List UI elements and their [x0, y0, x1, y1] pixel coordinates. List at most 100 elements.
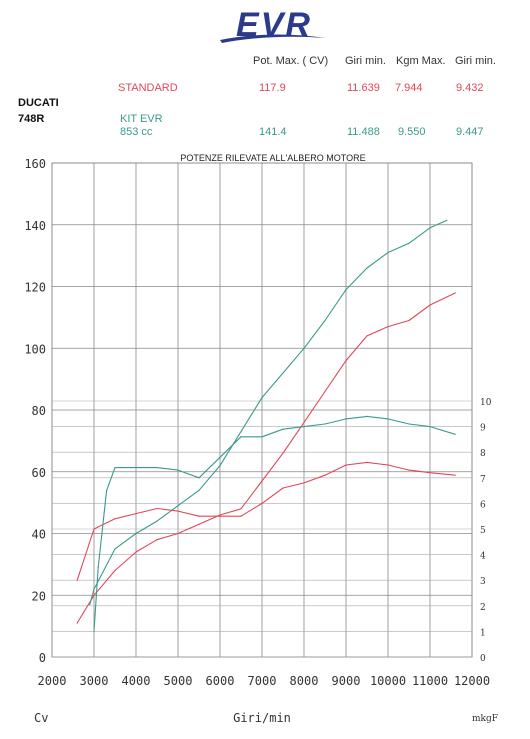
data-point [135, 532, 137, 535]
y-right-tick-label: 6 [480, 500, 486, 510]
data-point [240, 508, 242, 510]
col-label-kgm-max: Kgm Max. [396, 55, 446, 67]
y-left-tick-label: 40 [32, 528, 46, 542]
data-point [156, 520, 158, 522]
data-point [408, 242, 410, 244]
y-left-tick-label: 120 [24, 281, 46, 295]
kit-kgm-max: 9.550 [398, 126, 426, 138]
y-axis-right-label: mkgF [472, 714, 498, 724]
series-line-kit-evr [89, 219, 448, 605]
x-tick-label: 6000 [206, 674, 235, 688]
data-point [156, 507, 158, 510]
y-left-tick-label: 0 [39, 651, 46, 665]
data-point [240, 431, 242, 433]
data-point [282, 428, 284, 430]
y-right-tick-label: 1 [480, 628, 486, 638]
model-make: DUCATI [18, 97, 59, 109]
y-right-tick-label: 3 [480, 577, 486, 587]
data-point [93, 594, 95, 596]
data-point [93, 588, 95, 590]
data-point [135, 467, 137, 469]
data-point [454, 433, 456, 435]
standard-giri-min-1: 11.639 [347, 82, 380, 94]
y-left-tick-label: 100 [24, 342, 46, 356]
data-point [282, 372, 284, 374]
data-point [198, 489, 200, 491]
data-point [429, 304, 431, 306]
data-point [345, 464, 347, 466]
y-right-tick-label: 8 [480, 449, 486, 459]
data-point [93, 630, 95, 633]
data-point [387, 326, 389, 328]
data-point [93, 528, 95, 530]
data-point [177, 505, 179, 507]
data-point [387, 251, 389, 254]
data-point [282, 487, 284, 489]
data-point [135, 513, 137, 515]
data-point [408, 469, 410, 471]
data-point [114, 548, 116, 550]
data-point [303, 482, 305, 484]
data-point [261, 397, 263, 399]
y-right-tick-label: 9 [480, 424, 486, 434]
data-point [324, 423, 326, 425]
standard-giri-min-2: 9.432 [456, 82, 484, 94]
data-point [303, 421, 305, 423]
x-tick-label: 10000 [370, 674, 406, 688]
data-point [198, 523, 200, 525]
data-point [303, 426, 305, 428]
data-point [324, 319, 326, 322]
y-right-tick-label: 0 [480, 654, 486, 664]
data-point [89, 603, 91, 606]
data-point [114, 569, 116, 572]
kit-pot-max: 141.4 [259, 126, 287, 138]
data-point [303, 347, 305, 349]
x-tick-label: 2000 [38, 674, 67, 688]
x-tick-label: 11000 [412, 674, 448, 688]
data-point [454, 474, 456, 476]
data-point [106, 490, 108, 492]
y-left-tick-label: 160 [24, 157, 46, 171]
col-label-pot-max: Pot. Max. ( CV) [253, 55, 329, 67]
data-point [366, 267, 368, 269]
data-point [261, 436, 263, 438]
col-label-giri-min-2: Giri min. [455, 55, 496, 67]
data-point [114, 518, 116, 520]
x-tick-label: 8000 [290, 674, 319, 688]
y-right-tick-label: 5 [480, 526, 486, 536]
kit-giri-min-2: 9.447 [456, 126, 484, 138]
x-tick-label: 5000 [164, 674, 193, 688]
series-line-kit-evr-coppia [93, 415, 456, 632]
y-left-tick-label: 80 [32, 404, 46, 418]
data-point [429, 472, 431, 474]
data-point [345, 289, 347, 291]
data-point [219, 456, 221, 458]
chart-grid [51, 162, 473, 658]
standard-pot-max: 117.9 [259, 82, 286, 94]
data-point [97, 566, 99, 569]
data-point [261, 480, 263, 482]
data-point [156, 539, 158, 541]
kit-sublabel: 853 cc [120, 126, 153, 138]
data-point [366, 335, 368, 337]
data-point [219, 515, 221, 517]
y-left-tick-label: 20 [32, 589, 46, 603]
data-point [429, 227, 431, 229]
data-point [446, 219, 448, 221]
data-point [177, 469, 179, 471]
data-point [219, 514, 221, 516]
data-point [261, 502, 263, 504]
data-point [366, 415, 368, 417]
x-axis-label: Giri/min [233, 711, 291, 725]
chart-series [76, 219, 456, 633]
data-point [219, 465, 221, 467]
x-tick-label: 9000 [332, 674, 361, 688]
standard-kgm-max: 7.944 [395, 82, 423, 94]
data-point [240, 436, 242, 438]
data-point [76, 579, 78, 581]
data-point [387, 464, 389, 466]
series-line-standard [76, 292, 456, 624]
x-tick-label: 4000 [122, 674, 151, 688]
chart-title: POTENZE RILEVATE ALL'ALBERO MOTORE [180, 153, 365, 163]
